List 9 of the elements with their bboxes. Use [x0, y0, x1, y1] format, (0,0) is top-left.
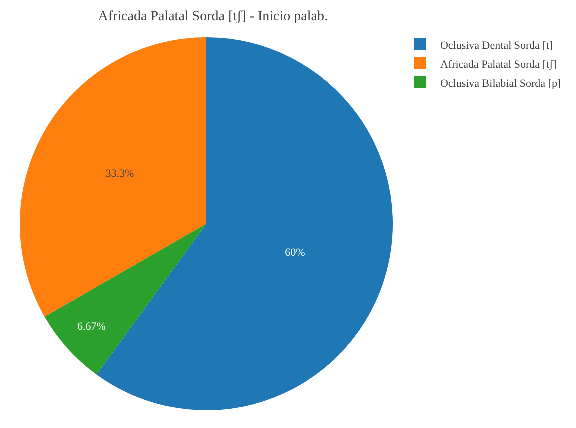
pie-slice [44, 224, 206, 375]
data-label: 6.67% [77, 321, 106, 334]
legend-label: Oclusiva Dental Sorda [t] [440, 40, 554, 52]
legend-label: Africada Palatal Sorda [tʃ] [440, 58, 557, 71]
chart-title: Africada Palatal Sorda [tʃ] - Inicio palab. [98, 10, 328, 24]
legend-label: Oclusiva Bilabial Sorda [p] [440, 78, 562, 90]
pie-slice [20, 38, 206, 318]
data-label: 60% [285, 246, 306, 259]
data-label: 33.3% [106, 168, 134, 180]
